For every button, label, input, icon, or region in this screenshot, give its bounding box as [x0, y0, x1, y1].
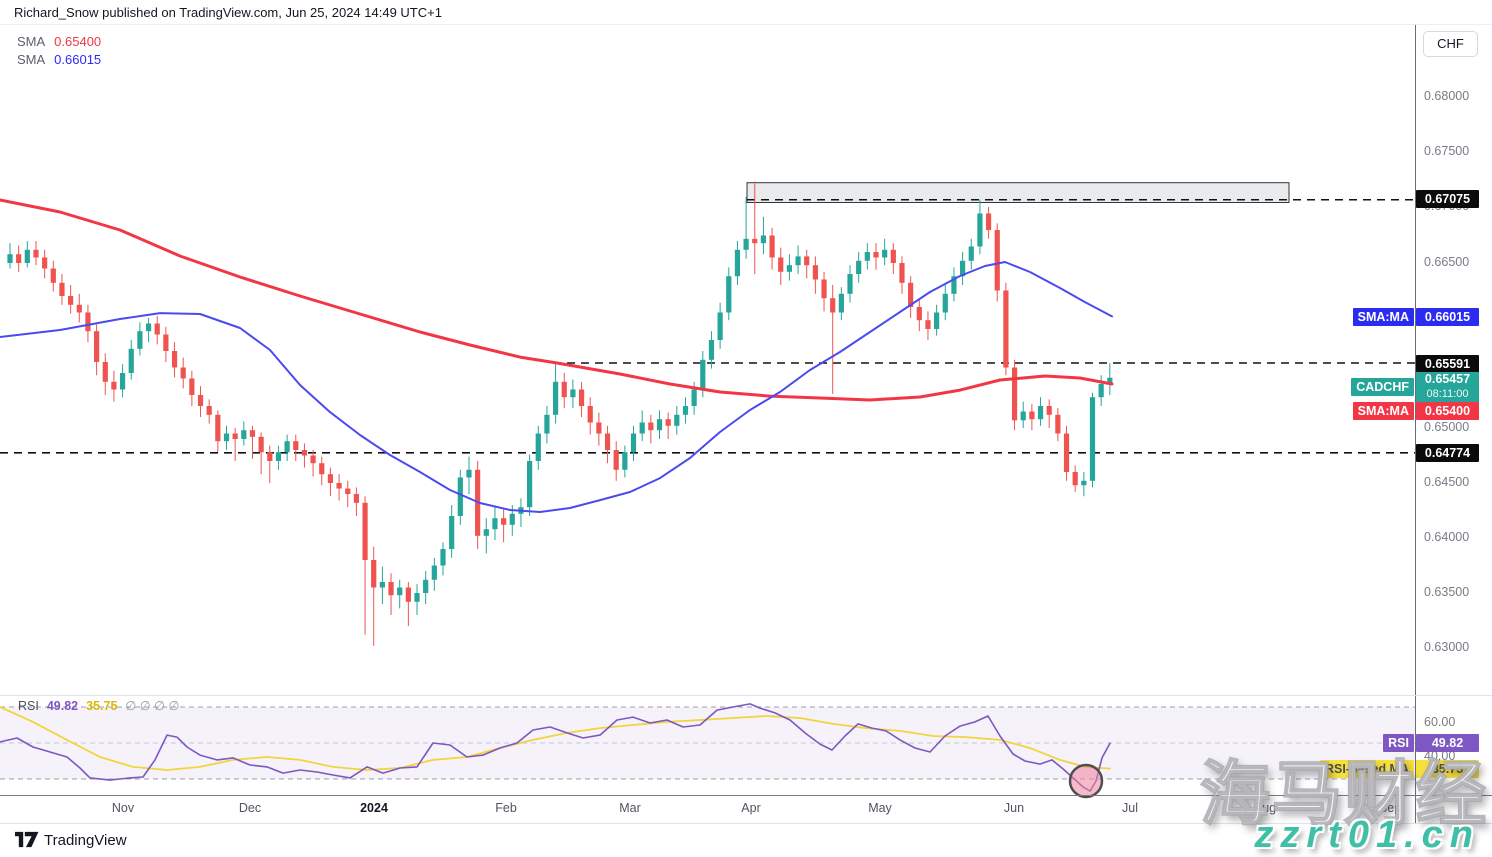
- month-label-Jul: Jul: [1122, 801, 1138, 815]
- price-tick-60.00: 60.00: [1424, 715, 1456, 729]
- time-axis-border: [0, 795, 1492, 796]
- rsi-legend-value: 49.82: [46, 699, 79, 713]
- price-tick-0.65000: 0.65000: [1424, 420, 1470, 434]
- sma-fast-legend[interactable]: SMA 0.65400: [17, 33, 101, 50]
- rsi-line[interactable]: [0, 703, 1111, 792]
- sma-slow-line[interactable]: [0, 261, 1113, 513]
- sma-slow-legend-label: SMA: [17, 52, 46, 67]
- month-label-Feb: Feb: [495, 801, 517, 815]
- sma-slow-legend[interactable]: SMA 0.66015: [17, 51, 101, 68]
- price-tick-0.66500: 0.66500: [1424, 255, 1470, 269]
- axis-left-label-sma-fast: SMA:MA: [1352, 402, 1414, 420]
- sma-fast-legend-label: SMA: [17, 34, 46, 49]
- rsi-legend-label: RSI: [18, 699, 39, 713]
- rsi-ma-legend-value: 35.75: [86, 699, 118, 713]
- axis-badge-sma-slow: 0.66015: [1416, 308, 1479, 326]
- rsi-legend-empty-values: ∅ ∅ ∅ ∅: [125, 699, 180, 713]
- axis-badge-time: 08:11:00: [1426, 387, 1469, 400]
- month-label-Sep: Sep: [1378, 801, 1402, 815]
- axis-badge-sma-fast: 0.65400: [1416, 402, 1479, 420]
- sma-slow-legend-value: 0.66015: [54, 52, 102, 67]
- axis-badge-level-67075: 0.67075: [1416, 190, 1479, 208]
- month-label-Mar: Mar: [619, 801, 641, 815]
- price-tick-0.68000: 0.68000: [1424, 89, 1470, 103]
- indicator-legend: SMA 0.65400 SMA 0.66015: [17, 33, 101, 69]
- month-label-Aug: Aug: [1253, 801, 1277, 815]
- price-tick-0.63500: 0.63500: [1424, 585, 1470, 599]
- month-label-Dec: Dec: [238, 801, 262, 815]
- currency-button[interactable]: CHF: [1423, 31, 1478, 57]
- resistance-zone-box[interactable]: [746, 182, 1290, 203]
- axis-badge-rsi-ma-value: 35.75: [1416, 760, 1479, 778]
- month-label-Apr: Apr: [741, 801, 761, 815]
- price-axis-border: [1415, 25, 1416, 823]
- month-label-2024: 2024: [360, 801, 388, 815]
- sma-fast-line[interactable]: [0, 198, 1114, 402]
- rsi-highlight-circle[interactable]: [1068, 763, 1104, 799]
- rsi-legend[interactable]: RSI 49.82 35.75 ∅ ∅ ∅ ∅: [18, 698, 187, 713]
- titlebar: Richard_Snow published on TradingView.co…: [0, 0, 1492, 25]
- sma-fast-legend-value: 0.65400: [54, 34, 102, 49]
- axis-left-label-rsi-value: RSI: [1383, 734, 1414, 752]
- price-tick-0.63000: 0.63000: [1424, 640, 1470, 654]
- axis-left-label-sma-slow: SMA:MA: [1352, 308, 1414, 326]
- axis-badge-rsi-value: 49.82: [1416, 734, 1479, 752]
- month-label-Jun: Jun: [1003, 801, 1025, 815]
- tradingview-logo-icon[interactable]: [15, 831, 39, 848]
- footer-border: [0, 823, 1492, 824]
- axis-left-label-last-price: CADCHF: [1351, 378, 1414, 396]
- month-label-May: May: [868, 801, 892, 815]
- axis-badge-level-64774: 0.64774: [1416, 444, 1479, 462]
- footer: TradingView: [0, 824, 1492, 857]
- axis-left-label-rsi-ma-value: RSI-based MA: [1319, 760, 1414, 778]
- chart-canvas[interactable]: [0, 0, 1492, 823]
- pane-divider[interactable]: [0, 695, 1492, 696]
- axis-badge-last-price: 0.65457 08:11:00: [1416, 371, 1479, 403]
- price-tick-0.64500: 0.64500: [1424, 475, 1470, 489]
- candlestick-series[interactable]: [7, 181, 1113, 646]
- price-tick-40.00: 40.00: [1424, 749, 1456, 763]
- publication-title: Richard_Snow published on TradingView.co…: [14, 5, 442, 20]
- axis-badge-level-65591: 0.65591: [1416, 355, 1479, 373]
- price-tick-0.67500: 0.67500: [1424, 144, 1470, 158]
- price-tick-0.64000: 0.64000: [1424, 530, 1470, 544]
- tradingview-brand[interactable]: TradingView: [44, 832, 127, 849]
- time-axis[interactable]: Nov Dec 2024 Feb Mar Apr May Jun Jul Aug Sep: [0, 796, 1415, 823]
- month-label-Nov: Nov: [111, 801, 135, 815]
